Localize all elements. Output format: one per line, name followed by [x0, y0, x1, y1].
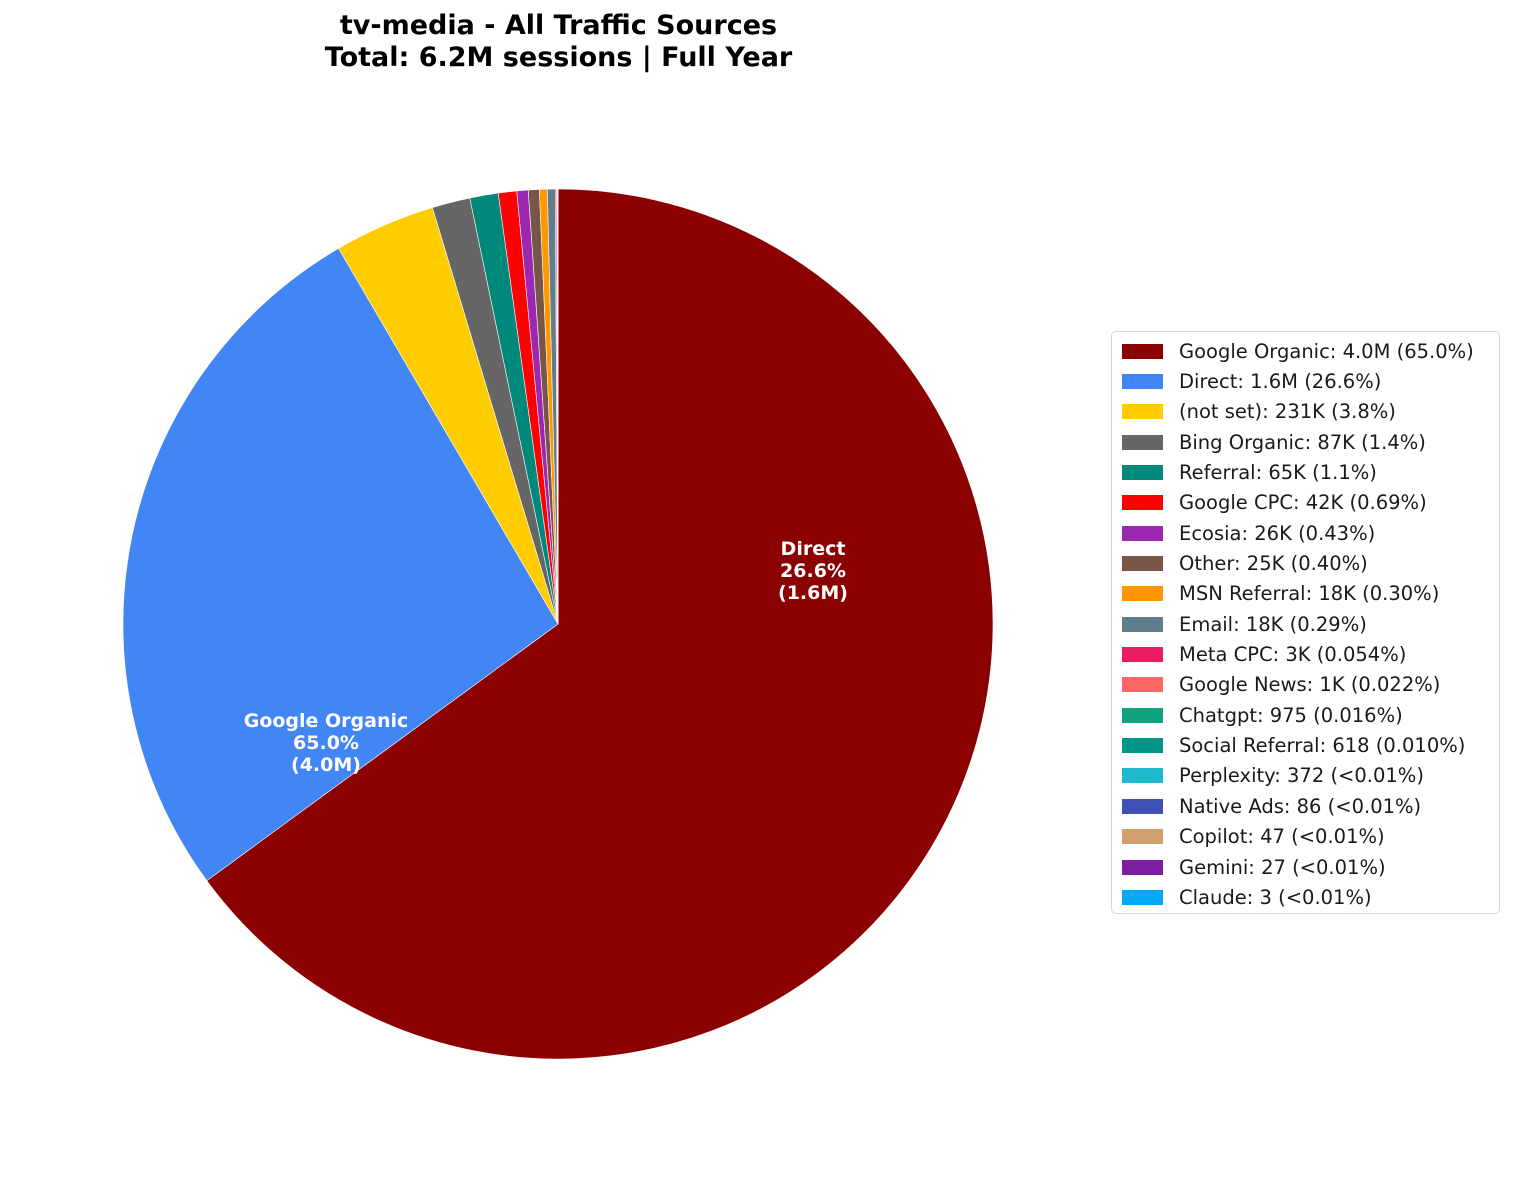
legend-item: Bing Organic: 87K (1.4%) [1112, 427, 1499, 457]
legend-item: Social Referral: 618 (0.010%) [1112, 730, 1499, 760]
legend-swatch-icon [1122, 707, 1163, 723]
legend-item: Email: 18K (0.29%) [1112, 609, 1499, 639]
slice-label-percent: 26.6% [780, 560, 846, 582]
slice-label-value: (1.6M) [778, 582, 848, 604]
legend-swatch-icon [1122, 495, 1163, 511]
legend-label: Referral: 65K (1.1%) [1179, 461, 1377, 485]
legend-label: Meta CPC: 3K (0.054%) [1179, 643, 1407, 667]
legend-label: Google Organic: 4.0M (65.0%) [1179, 339, 1474, 363]
legend-swatch-icon [1122, 434, 1163, 450]
slice-label-name: Direct [780, 538, 846, 560]
legend-label: Chatgpt: 975 (0.016%) [1179, 703, 1403, 727]
legend-swatch-icon [1122, 404, 1163, 420]
legend-label: Perplexity: 372 (<0.01%) [1179, 764, 1424, 788]
legend-label: Native Ads: 86 (<0.01%) [1179, 794, 1422, 818]
legend-swatch-icon [1122, 586, 1163, 602]
legend-item: Other: 25K (0.40%) [1112, 548, 1499, 578]
legend-item: Copilot: 47 (<0.01%) [1112, 822, 1499, 852]
chart-subtitle: Total: 6.2M sessions | Full Year [324, 42, 793, 73]
slice-label-google-organic: Google Organic 65.0% (4.0M) [244, 710, 409, 776]
legend-swatch-icon [1122, 798, 1163, 814]
legend-label: Google News: 1K (0.022%) [1179, 673, 1441, 697]
legend-item: Direct: 1.6M (26.6%) [1112, 366, 1499, 396]
legend-item: Gemini: 27 (<0.01%) [1112, 852, 1499, 882]
legend-label: Google CPC: 42K (0.69%) [1179, 491, 1427, 515]
legend-swatch-icon [1122, 465, 1163, 481]
legend-item: Google News: 1K (0.022%) [1112, 670, 1499, 700]
legend-swatch-icon [1122, 647, 1163, 663]
pie-slice-direct [122, 247, 559, 882]
legend-item: (not set): 231K (3.8%) [1112, 397, 1499, 427]
legend-item: MSN Referral: 18K (0.30%) [1112, 579, 1499, 609]
legend-item: Chatgpt: 975 (0.016%) [1112, 700, 1499, 730]
legend-label: Claude: 3 (<0.01%) [1179, 885, 1372, 909]
legend-item: Claude: 3 (<0.01%) [1112, 882, 1499, 912]
legend-item: Google Organic: 4.0M (65.0%) [1112, 336, 1499, 366]
legend-item: Ecosia: 26K (0.43%) [1112, 518, 1499, 548]
chart-title: tv-media - All Traffic Sources Total: 6.… [0, 10, 1117, 74]
slice-label-value: (4.0M) [291, 754, 361, 776]
legend-swatch-icon [1122, 556, 1163, 572]
legend-label: Ecosia: 26K (0.43%) [1179, 521, 1376, 545]
legend-item: Perplexity: 372 (<0.01%) [1112, 761, 1499, 791]
chart-legend: Google Organic: 4.0M (65.0%) Direct: 1.6M… [1111, 331, 1500, 914]
legend-label: Social Referral: 618 (0.010%) [1179, 734, 1466, 758]
legend-swatch-icon [1122, 738, 1163, 754]
legend-item: Referral: 65K (1.1%) [1112, 457, 1499, 487]
legend-item: Native Ads: 86 (<0.01%) [1112, 791, 1499, 821]
legend-swatch-icon [1122, 889, 1163, 905]
legend-label: Direct: 1.6M (26.6%) [1179, 370, 1382, 394]
legend-label: Other: 25K (0.40%) [1179, 552, 1368, 576]
legend-swatch-icon [1122, 343, 1163, 359]
chart-title-line-1: tv-media - All Traffic Sources [339, 10, 778, 41]
legend-swatch-icon [1122, 829, 1163, 845]
legend-label: Email: 18K (0.29%) [1179, 612, 1367, 636]
pie-chart [122, 188, 994, 1060]
legend-item: Meta CPC: 3K (0.054%) [1112, 639, 1499, 669]
legend-swatch-icon [1122, 768, 1163, 784]
legend-swatch-icon [1122, 616, 1163, 632]
slice-label-percent: 65.0% [293, 732, 359, 754]
pie-slice-google-organic [206, 188, 994, 1060]
legend-label: MSN Referral: 18K (0.30%) [1179, 582, 1440, 606]
legend-swatch-icon [1122, 677, 1163, 693]
legend-swatch-icon [1122, 525, 1163, 541]
legend-label: (not set): 231K (3.8%) [1179, 400, 1396, 424]
legend-item: Google CPC: 42K (0.69%) [1112, 488, 1499, 518]
slice-label-name: Google Organic [243, 710, 409, 732]
legend-label: Bing Organic: 87K (1.4%) [1179, 430, 1426, 454]
legend-swatch-icon [1122, 859, 1163, 875]
slice-label-direct: Direct 26.6% (1.6M) [778, 538, 848, 604]
legend-label: Copilot: 47 (<0.01%) [1179, 825, 1385, 849]
legend-swatch-icon [1122, 374, 1163, 390]
legend-label: Gemini: 27 (<0.01%) [1179, 855, 1386, 879]
